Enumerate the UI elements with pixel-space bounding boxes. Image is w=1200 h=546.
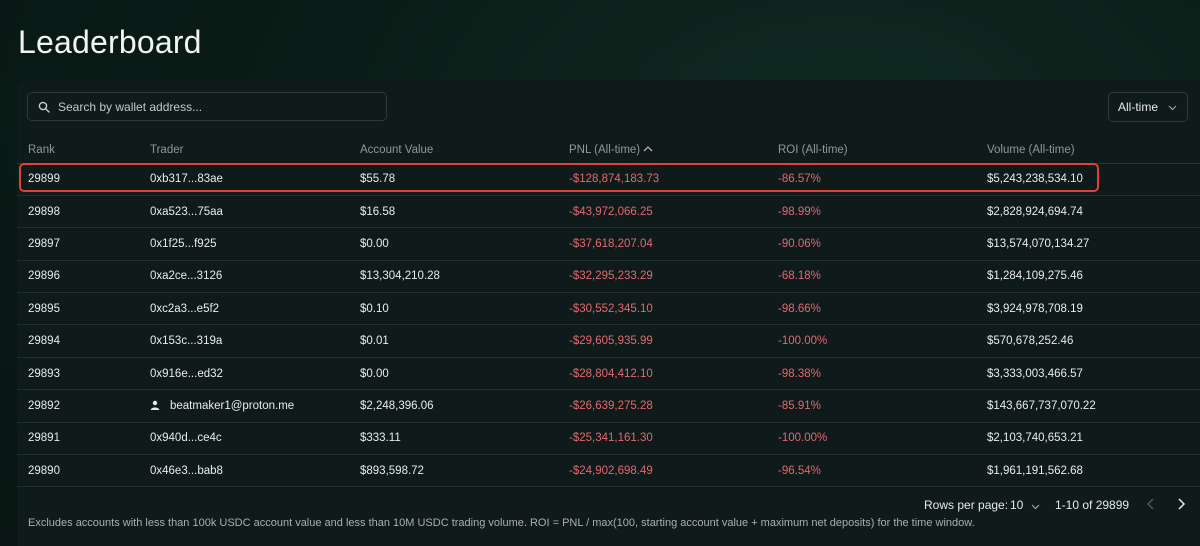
trader-cell[interactable]: 0xc2a3...e5f2 xyxy=(139,292,349,326)
table-header-row: Rank Trader Account Value PNL (All-time)… xyxy=(17,137,1200,164)
volume-cell: $13,574,070,134.27 xyxy=(976,227,1200,261)
footnote: Excludes accounts with less than 100k US… xyxy=(28,517,975,529)
rank-cell: 29899 xyxy=(17,163,139,196)
volume-cell: $3,924,978,708.19 xyxy=(976,292,1200,326)
rank-cell: 29894 xyxy=(17,324,139,358)
account-value-cell: $0.10 xyxy=(349,292,558,326)
roi-cell: -85.91% xyxy=(767,389,976,423)
user-icon xyxy=(150,400,160,410)
account-value-cell: $0.01 xyxy=(349,324,558,358)
trader-cell[interactable]: 0xb317...83ae xyxy=(139,163,349,196)
trader-cell[interactable]: 0x916e...ed32 xyxy=(139,357,349,391)
sort-ascending-icon xyxy=(643,145,653,152)
roi-cell: -68.18% xyxy=(767,260,976,294)
volume-cell: $1,284,109,275.46 xyxy=(976,260,1200,294)
roi-cell: -98.38% xyxy=(767,357,976,391)
page-title: Leaderboard xyxy=(18,24,202,60)
chevron-down-icon xyxy=(1168,105,1177,111)
trader-cell[interactable]: 0x1f25...f925 xyxy=(139,227,349,261)
account-value-cell: $55.78 xyxy=(349,163,558,196)
trader-name: beatmaker1@proton.me xyxy=(170,399,295,412)
pnl-cell: -$25,341,161.30 xyxy=(558,422,767,456)
rows-per-page-label: Rows per page: xyxy=(924,498,1009,512)
table-row[interactable]: 29891 0x940d...ce4c $333.11 -$25,341,161… xyxy=(17,422,1200,456)
column-header-volume[interactable]: Volume (All-time) xyxy=(976,137,1200,164)
rows-per-page-select[interactable]: 10 xyxy=(1010,498,1024,512)
chevron-down-icon[interactable] xyxy=(1031,502,1040,511)
rank-cell: 29890 xyxy=(17,454,139,488)
roi-cell: -86.57% xyxy=(767,163,976,196)
column-header-trader[interactable]: Trader xyxy=(139,137,349,164)
pagination: Rows per page: 10 1-10 of 29899 xyxy=(17,495,1200,515)
account-value-cell: $0.00 xyxy=(349,227,558,261)
account-value-cell: $2,248,396.06 xyxy=(349,389,558,423)
pnl-cell: -$128,874,183.73 xyxy=(558,163,767,196)
timeframe-value: All-time xyxy=(1118,100,1159,114)
pnl-cell: -$24,902,698.49 xyxy=(558,454,767,488)
roi-cell: -100.00% xyxy=(767,324,976,358)
volume-cell: $570,678,252.46 xyxy=(976,324,1200,358)
trader-cell[interactable]: 0x940d...ce4c xyxy=(139,422,349,456)
roi-cell: -90.06% xyxy=(767,227,976,261)
account-value-cell: $0.00 xyxy=(349,357,558,391)
pnl-cell: -$26,639,275.28 xyxy=(558,389,767,423)
trader-cell[interactable]: 0x46e3...bab8 xyxy=(139,454,349,488)
rank-cell: 29893 xyxy=(17,357,139,391)
roi-cell: -96.54% xyxy=(767,454,976,488)
roi-cell: -98.66% xyxy=(767,292,976,326)
next-page-button[interactable] xyxy=(1174,496,1188,512)
account-value-cell: $16.58 xyxy=(349,195,558,229)
volume-cell: $2,103,740,653.21 xyxy=(976,422,1200,456)
rank-cell: 29895 xyxy=(17,292,139,326)
search-icon xyxy=(38,101,50,113)
pnl-cell: -$43,972,066.25 xyxy=(558,195,767,229)
account-value-cell: $333.11 xyxy=(349,422,558,456)
account-value-cell: $13,304,210.28 xyxy=(349,260,558,294)
trader-cell[interactable]: beatmaker1@proton.me xyxy=(139,389,349,423)
pnl-cell: -$30,552,345.10 xyxy=(558,292,767,326)
column-header-rank[interactable]: Rank xyxy=(17,137,139,164)
pnl-cell: -$32,295,233.29 xyxy=(558,260,767,294)
table-row[interactable]: 29895 0xc2a3...e5f2 $0.10 -$30,552,345.1… xyxy=(17,292,1200,326)
roi-cell: -98.99% xyxy=(767,195,976,229)
volume-cell: $3,333,003,466.57 xyxy=(976,357,1200,391)
trader-cell[interactable]: 0xa2ce...3126 xyxy=(139,260,349,294)
previous-page-button[interactable] xyxy=(1144,496,1158,512)
trader-cell[interactable]: 0x153c...319a xyxy=(139,324,349,358)
table-row[interactable]: 29894 0x153c...319a $0.01 -$29,605,935.9… xyxy=(17,324,1200,358)
leaderboard-table: Rank Trader Account Value PNL (All-time)… xyxy=(17,137,1200,488)
roi-cell: -100.00% xyxy=(767,422,976,456)
column-header-account-value[interactable]: Account Value xyxy=(349,137,558,164)
rank-cell: 29897 xyxy=(17,227,139,261)
volume-cell: $5,243,238,534.10 xyxy=(976,163,1200,196)
table-row[interactable]: 29896 0xa2ce...3126 $13,304,210.28 -$32,… xyxy=(17,260,1200,294)
table-row[interactable]: 29890 0x46e3...bab8 $893,598.72 -$24,902… xyxy=(17,454,1200,488)
search-input[interactable] xyxy=(58,99,368,114)
table-row[interactable]: 29898 0xa523...75aa $16.58 -$43,972,066.… xyxy=(17,195,1200,229)
trader-cell[interactable]: 0xa523...75aa xyxy=(139,195,349,229)
column-header-pnl-label: PNL (All-time) xyxy=(569,143,641,156)
timeframe-select[interactable]: All-time xyxy=(1108,92,1188,122)
table-row[interactable]: 29897 0x1f25...f925 $0.00 -$37,618,207.0… xyxy=(17,227,1200,261)
pnl-cell: -$29,605,935.99 xyxy=(558,324,767,358)
volume-cell: $143,667,737,070.22 xyxy=(976,389,1200,423)
search-box[interactable] xyxy=(27,92,387,121)
leaderboard-panel: All-time Rank Trader Account Value PNL (… xyxy=(17,80,1200,546)
rank-cell: 29896 xyxy=(17,260,139,294)
volume-cell: $1,961,191,562.68 xyxy=(976,454,1200,488)
pnl-cell: -$28,804,412.10 xyxy=(558,357,767,391)
account-value-cell: $893,598.72 xyxy=(349,454,558,488)
page-range: 1-10 of 29899 xyxy=(1055,498,1130,512)
rank-cell: 29892 xyxy=(17,389,139,423)
rank-cell: 29898 xyxy=(17,195,139,229)
rank-cell: 29891 xyxy=(17,422,139,456)
table-row[interactable]: 29892 beatmaker1@proton.me $2,248,396.06… xyxy=(17,389,1200,423)
table-row[interactable]: 29893 0x916e...ed32 $0.00 -$28,804,412.1… xyxy=(17,357,1200,391)
column-header-pnl[interactable]: PNL (All-time) xyxy=(558,137,767,164)
table-row[interactable]: 29899 0xb317...83ae $55.78 -$128,874,183… xyxy=(17,163,1200,196)
volume-cell: $2,828,924,694.74 xyxy=(976,195,1200,229)
pnl-cell: -$37,618,207.04 xyxy=(558,227,767,261)
column-header-roi[interactable]: ROI (All-time) xyxy=(767,137,976,164)
